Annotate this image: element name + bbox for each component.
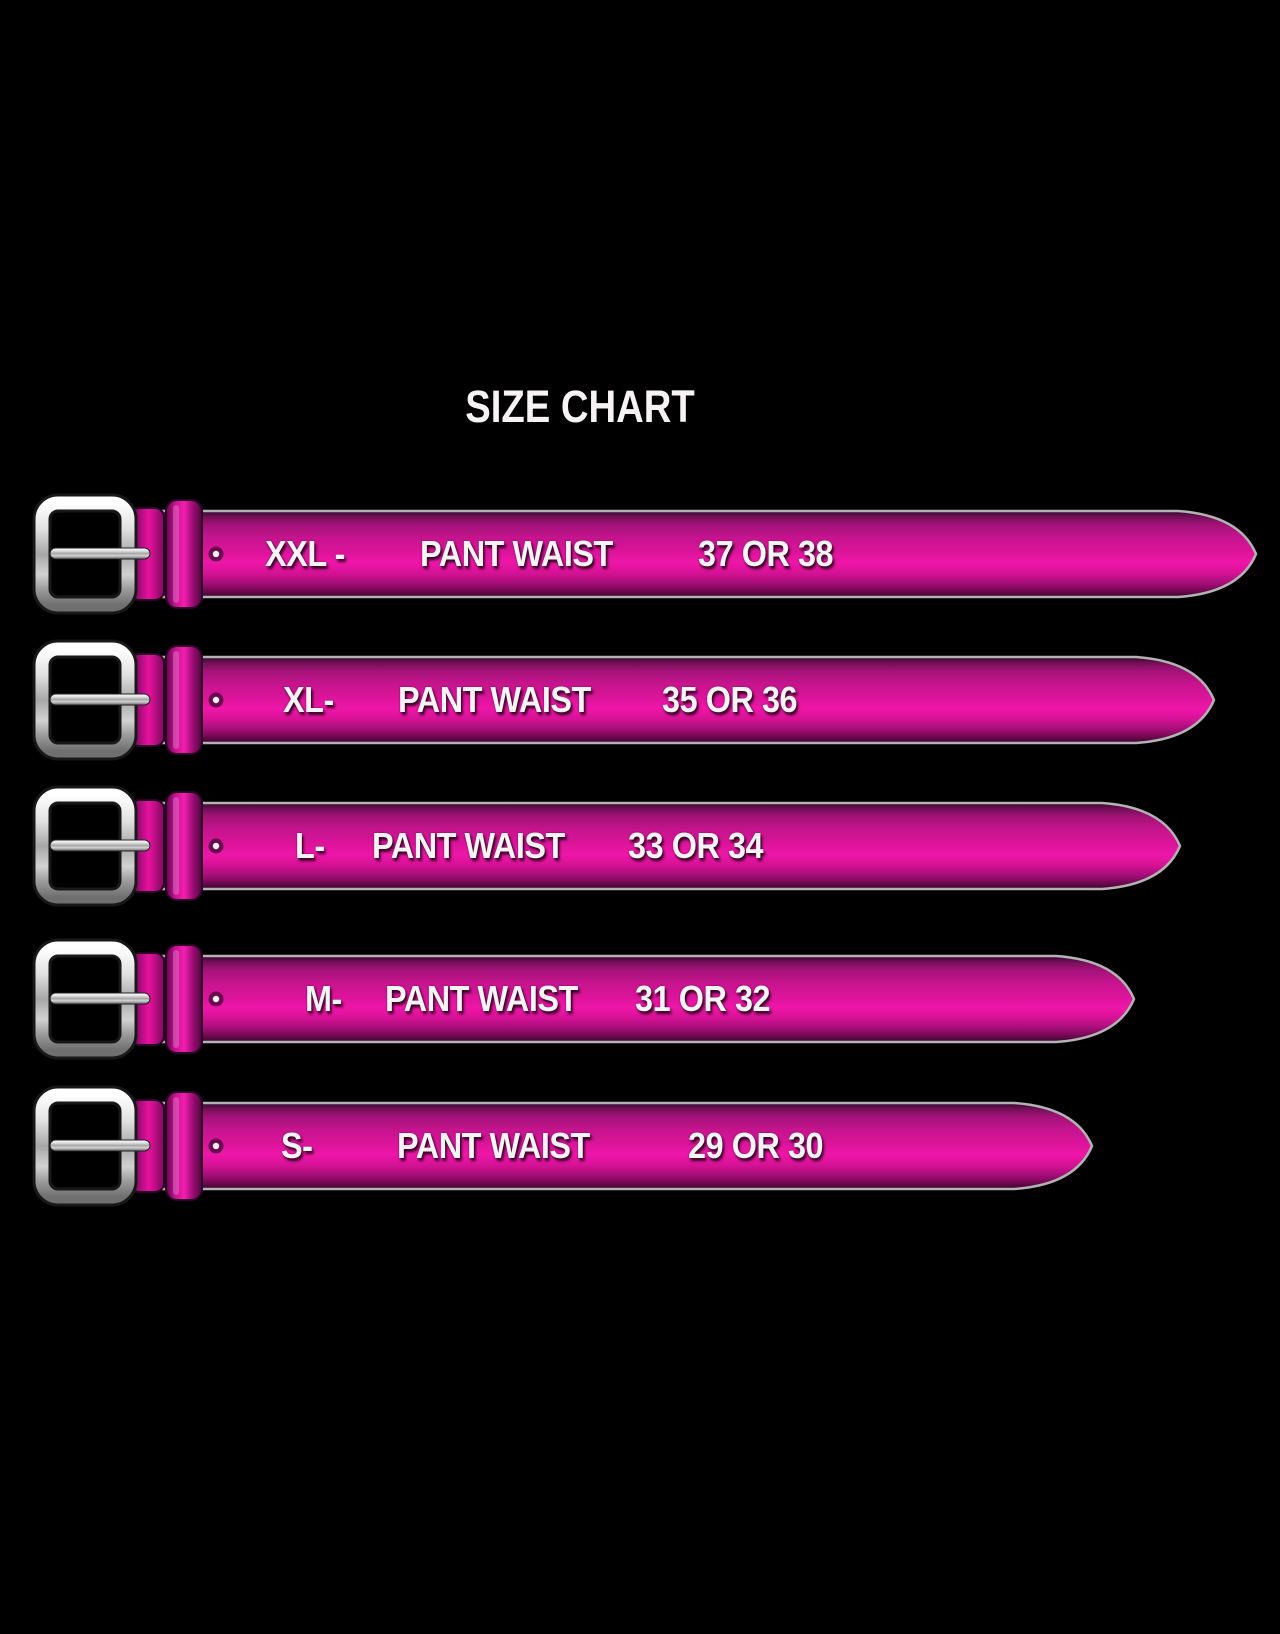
belt-waist-range: 31 OR 32 xyxy=(635,978,771,1019)
belt-row: XXL - PANT WAIST 37 OR 38 xyxy=(0,487,1280,621)
belt-keeper-loop xyxy=(165,645,203,755)
belt-waist-range: 29 OR 30 xyxy=(688,1125,824,1166)
belt-graphic xyxy=(32,938,1136,1060)
belt-keeper-loop xyxy=(165,791,203,901)
belt-graphic xyxy=(32,639,1216,761)
belt-row: L- PANT WAIST 33 OR 34 xyxy=(0,779,1280,913)
belt-keeper-highlight xyxy=(173,797,179,895)
belt-keeper-highlight xyxy=(173,950,179,1048)
buckle-prong xyxy=(49,547,151,560)
belt-strap xyxy=(138,655,1216,745)
buckle-prong xyxy=(49,693,151,706)
belt-row: S- PANT WAIST 29 OR 30 xyxy=(0,1079,1280,1213)
belt-keeper-loop xyxy=(165,944,203,1054)
belt-keeper-highlight xyxy=(173,505,179,603)
belt-waist-label: PANT WAIST xyxy=(385,978,578,1019)
belt-strap xyxy=(138,801,1182,891)
belt-waist-label: PANT WAIST xyxy=(398,679,591,720)
belt-hole xyxy=(212,696,220,704)
belt-size-label: L- xyxy=(295,825,325,866)
belt-hole xyxy=(212,995,220,1003)
belt-size-label: XL- xyxy=(283,679,334,720)
belt-waist-label: PANT WAIST xyxy=(420,533,613,574)
belt-graphic xyxy=(32,493,1258,615)
size-chart-title: SIZE CHART xyxy=(465,381,695,432)
belt-row: XL- PANT WAIST 35 OR 36 xyxy=(0,633,1280,767)
belt-size-label: M- xyxy=(305,978,342,1019)
belt-waist-label: PANT WAIST xyxy=(397,1125,590,1166)
belt-waist-label: PANT WAIST xyxy=(372,825,565,866)
belt-hole xyxy=(212,1142,220,1150)
belt-graphic xyxy=(32,1085,1094,1207)
belt-strap xyxy=(138,1101,1094,1191)
buckle-prong xyxy=(49,1139,151,1152)
belt-keeper-loop xyxy=(165,499,203,609)
belt-keeper-highlight xyxy=(173,651,179,749)
buckle-prong xyxy=(49,992,151,1005)
belt-keeper-highlight xyxy=(173,1097,179,1195)
belt-row: M- PANT WAIST 31 OR 32 xyxy=(0,932,1280,1066)
belt-keeper-loop xyxy=(165,1091,203,1201)
belt-waist-range: 33 OR 34 xyxy=(628,825,764,866)
belt-graphic xyxy=(32,785,1182,907)
belt-size-label: XXL - xyxy=(265,533,345,574)
belt-hole xyxy=(212,550,220,558)
belt-waist-range: 35 OR 36 xyxy=(662,679,798,720)
belt-size-label: S- xyxy=(281,1125,313,1166)
belt-strap xyxy=(138,954,1136,1044)
belt-strap xyxy=(138,509,1258,599)
belt-waist-range: 37 OR 38 xyxy=(698,533,834,574)
belt-hole xyxy=(212,842,220,850)
buckle-prong xyxy=(49,839,151,852)
